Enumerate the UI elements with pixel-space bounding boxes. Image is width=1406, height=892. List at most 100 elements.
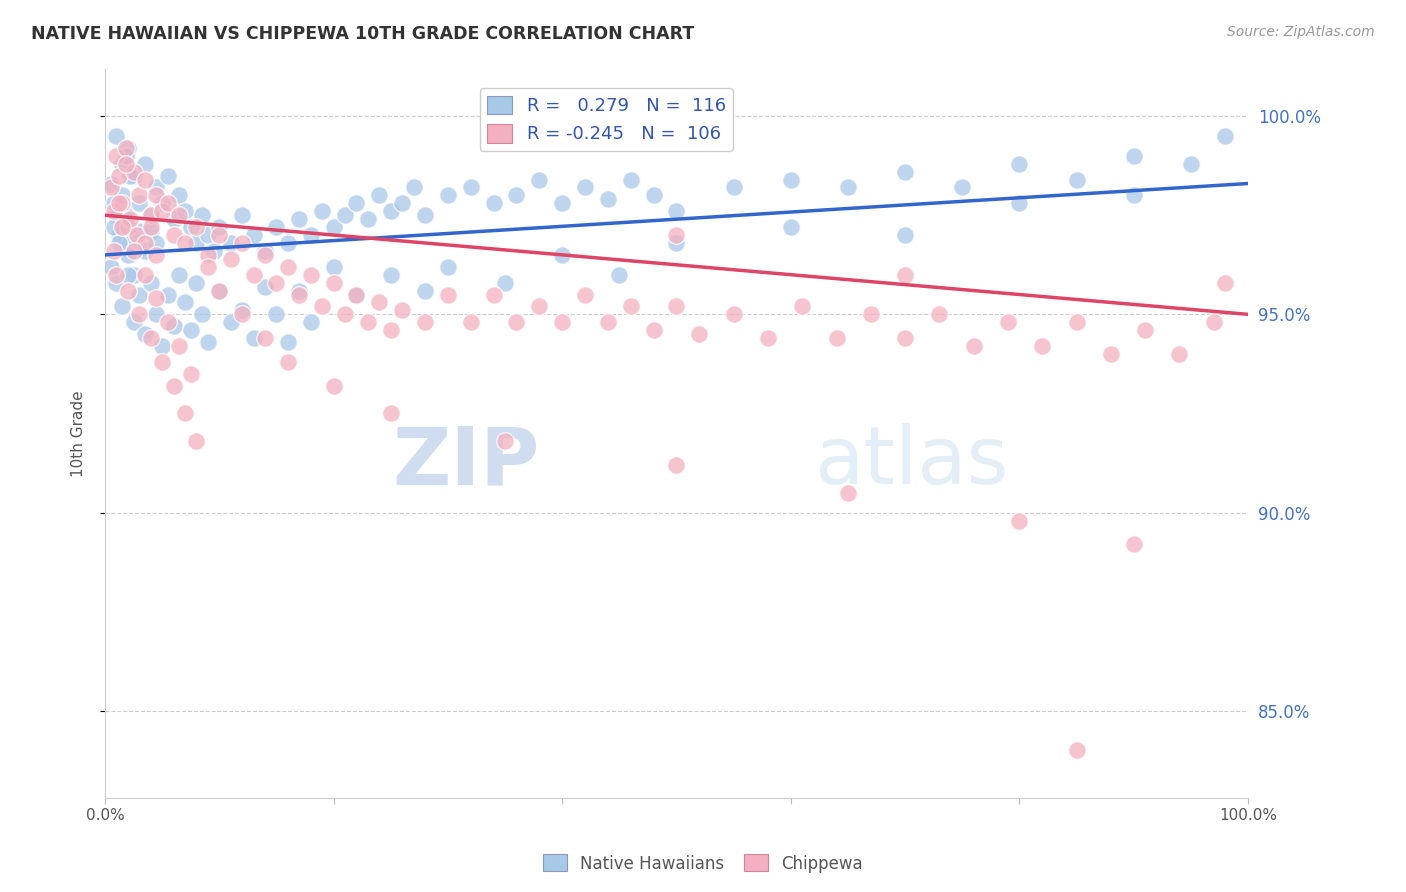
Point bbox=[208, 284, 231, 298]
Point bbox=[607, 268, 630, 282]
Point bbox=[125, 228, 148, 243]
Point bbox=[1008, 196, 1031, 211]
Point bbox=[437, 287, 460, 301]
Point bbox=[111, 300, 134, 314]
Point bbox=[529, 172, 551, 186]
Point bbox=[180, 367, 202, 381]
Point bbox=[150, 196, 173, 211]
Point bbox=[723, 307, 745, 321]
Point bbox=[1066, 315, 1088, 329]
Point bbox=[202, 244, 225, 258]
Point bbox=[169, 188, 191, 202]
Point bbox=[100, 180, 122, 194]
Point bbox=[620, 172, 643, 186]
Point bbox=[380, 268, 402, 282]
Point bbox=[103, 244, 125, 258]
Point bbox=[494, 276, 516, 290]
Point bbox=[162, 228, 184, 243]
Point bbox=[134, 156, 156, 170]
Point bbox=[242, 228, 264, 243]
Point bbox=[117, 220, 139, 235]
Point bbox=[208, 228, 231, 243]
Point bbox=[322, 378, 344, 392]
Point bbox=[266, 220, 288, 235]
Point bbox=[197, 260, 219, 274]
Point bbox=[105, 268, 128, 282]
Point bbox=[111, 196, 134, 211]
Point bbox=[197, 228, 219, 243]
Point bbox=[134, 235, 156, 250]
Point bbox=[277, 260, 299, 274]
Point bbox=[665, 204, 688, 219]
Text: atlas: atlas bbox=[814, 424, 1008, 501]
Point bbox=[180, 323, 202, 337]
Point bbox=[117, 141, 139, 155]
Point bbox=[114, 141, 136, 155]
Point bbox=[134, 244, 156, 258]
Point bbox=[1180, 156, 1202, 170]
Point bbox=[894, 268, 917, 282]
Point bbox=[529, 300, 551, 314]
Point bbox=[117, 284, 139, 298]
Point bbox=[437, 260, 460, 274]
Point bbox=[413, 208, 436, 222]
Point bbox=[128, 224, 150, 238]
Legend: Native Hawaiians, Chippewa: Native Hawaiians, Chippewa bbox=[537, 847, 869, 880]
Point bbox=[122, 315, 145, 329]
Point bbox=[114, 208, 136, 222]
Point bbox=[197, 248, 219, 262]
Point bbox=[311, 300, 333, 314]
Point bbox=[253, 331, 276, 345]
Point bbox=[139, 331, 162, 345]
Point bbox=[111, 156, 134, 170]
Point bbox=[191, 307, 214, 321]
Point bbox=[114, 149, 136, 163]
Point bbox=[333, 208, 356, 222]
Point bbox=[402, 180, 425, 194]
Point bbox=[288, 287, 311, 301]
Point bbox=[963, 339, 986, 353]
Legend: R =   0.279   N =  116, R = -0.245   N =  106: R = 0.279 N = 116, R = -0.245 N = 106 bbox=[479, 88, 733, 151]
Point bbox=[1122, 537, 1144, 551]
Point bbox=[122, 169, 145, 183]
Point bbox=[120, 212, 142, 227]
Point bbox=[277, 355, 299, 369]
Point bbox=[100, 260, 122, 274]
Point bbox=[208, 284, 231, 298]
Point bbox=[242, 268, 264, 282]
Point bbox=[219, 235, 242, 250]
Point bbox=[107, 169, 129, 183]
Point bbox=[380, 204, 402, 219]
Point bbox=[253, 279, 276, 293]
Point bbox=[174, 407, 197, 421]
Point bbox=[162, 319, 184, 334]
Point bbox=[665, 300, 688, 314]
Point bbox=[174, 204, 197, 219]
Point bbox=[299, 228, 322, 243]
Point bbox=[894, 331, 917, 345]
Point bbox=[134, 327, 156, 342]
Point bbox=[145, 188, 167, 202]
Point bbox=[169, 208, 191, 222]
Point bbox=[288, 284, 311, 298]
Point bbox=[792, 300, 814, 314]
Point bbox=[145, 235, 167, 250]
Point bbox=[139, 208, 162, 222]
Point bbox=[111, 220, 134, 235]
Point bbox=[643, 188, 665, 202]
Point bbox=[111, 188, 134, 202]
Point bbox=[103, 220, 125, 235]
Point bbox=[346, 196, 368, 211]
Point bbox=[1213, 276, 1236, 290]
Point bbox=[162, 212, 184, 227]
Point bbox=[413, 315, 436, 329]
Point bbox=[505, 188, 527, 202]
Point bbox=[380, 323, 402, 337]
Point bbox=[219, 252, 242, 266]
Point bbox=[266, 307, 288, 321]
Point bbox=[665, 228, 688, 243]
Point bbox=[437, 188, 460, 202]
Point bbox=[139, 220, 162, 235]
Point bbox=[122, 164, 145, 178]
Point bbox=[322, 260, 344, 274]
